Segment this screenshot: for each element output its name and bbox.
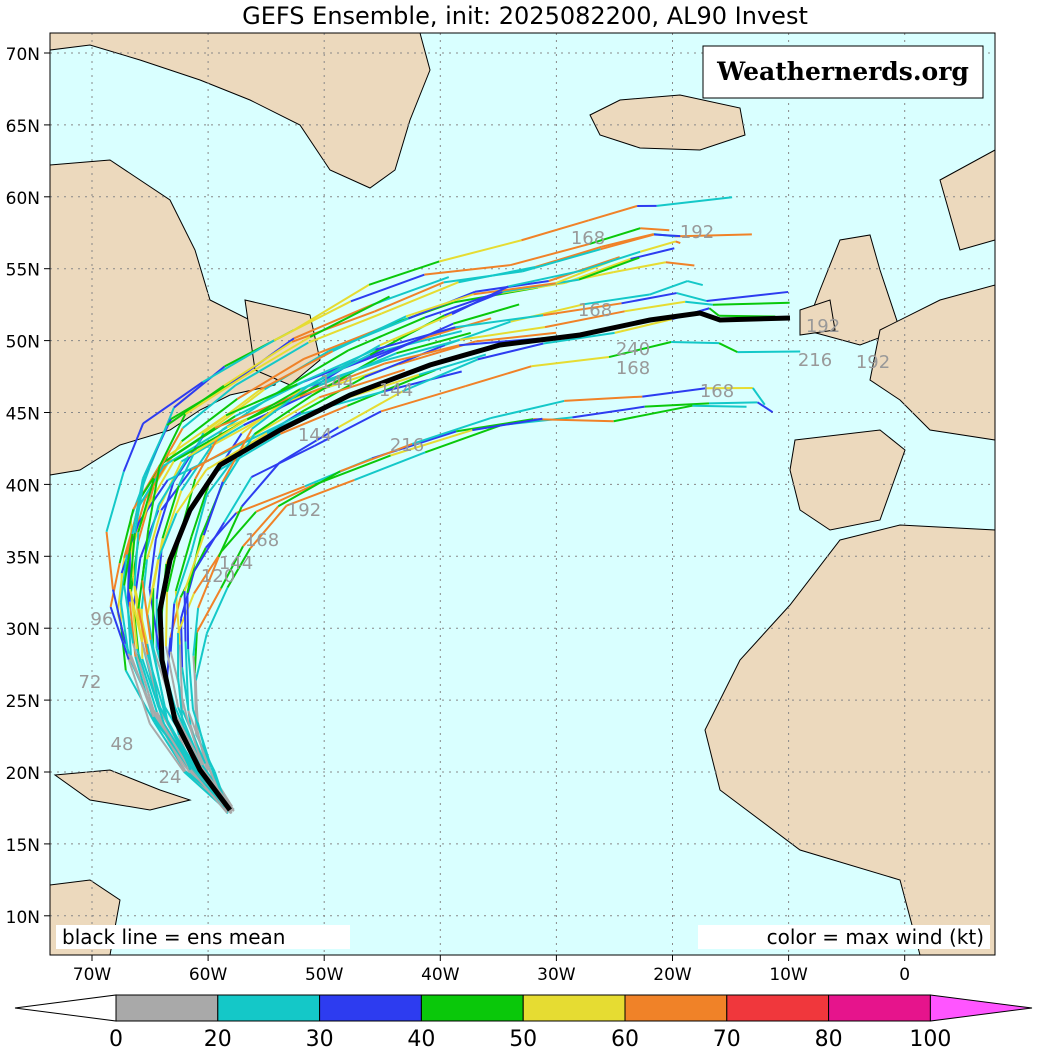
colorbar-label: 60 (611, 1027, 639, 1051)
colorbar-label: 50 (509, 1027, 537, 1051)
lon-label: 30W (537, 965, 576, 985)
colorbar-label: 80 (815, 1027, 843, 1051)
track-label: 168 (571, 228, 605, 249)
colorbar-label: 20 (204, 1027, 232, 1051)
lat-label: 40N (6, 476, 40, 496)
track-label: 192 (856, 352, 890, 373)
track-label: 192 (806, 316, 840, 337)
track-label: 24 (159, 767, 182, 788)
member-track (737, 352, 800, 353)
lat-label: 25N (6, 692, 40, 712)
title: GEFS Ensemble, init: 2025082200, AL90 In… (242, 2, 808, 30)
lat-label: 50N (6, 333, 40, 353)
track-label: 240 (616, 339, 650, 360)
track-label: 192 (287, 500, 321, 521)
track-label: 168 (616, 358, 650, 379)
track-label: 144 (320, 372, 354, 393)
lat-label: 30N (6, 620, 40, 640)
track-label: 96 (91, 609, 114, 630)
colorbar-label: 30 (306, 1027, 334, 1051)
lon-label: 20W (653, 965, 692, 985)
member-track (187, 593, 188, 649)
track-label: 168 (245, 530, 279, 551)
member-track (692, 406, 746, 407)
lat-label: 65N (6, 117, 40, 137)
lat-label: 15N (6, 836, 40, 856)
track-label: 192 (680, 222, 714, 243)
lat-label: 10N (6, 908, 40, 928)
member-track (709, 402, 758, 403)
watermark: Weathernerds.org (716, 57, 969, 86)
colorbar-label: 70 (713, 1027, 741, 1051)
track-label: 168 (578, 300, 612, 321)
colorbar-cell (930, 995, 1032, 1021)
colorbar-cell (829, 995, 931, 1021)
note-right: color = max wind (kt) (767, 925, 984, 949)
colorbar-cell (320, 995, 422, 1021)
colorbar-label: 100 (909, 1027, 951, 1051)
colorbar-label: 0 (109, 1027, 123, 1051)
track-label: 48 (111, 734, 134, 755)
lon-label: 60W (189, 965, 228, 985)
member-track (671, 342, 719, 343)
colorbar-cell (15, 995, 116, 1021)
lon-label: 10W (769, 965, 808, 985)
lon-label: 40W (421, 965, 460, 985)
member-track (166, 592, 167, 646)
lat-label: 20N (6, 764, 40, 784)
colorbar: 0 20 30 40 50 60 70 80 100 (15, 995, 1032, 1051)
lat-label: 45N (6, 405, 40, 425)
track-label: 144 (298, 425, 332, 446)
lat-label: 70N (6, 45, 40, 65)
colorbar-cell (116, 995, 218, 1021)
lat-label: 35N (6, 548, 40, 568)
track-label: 120 (201, 566, 235, 587)
colorbar-cell (625, 995, 727, 1021)
note-left: black line = ens mean (62, 925, 286, 949)
track-label: 168 (700, 381, 734, 402)
lon-label: 0 (899, 965, 910, 985)
lat-label: 60N (6, 189, 40, 209)
lon-label: 70W (73, 965, 112, 985)
colorbar-cell (523, 995, 625, 1021)
colorbar-cell (218, 995, 320, 1021)
colorbar-cell (421, 995, 523, 1021)
member-track (185, 591, 186, 641)
track-label: 72 (79, 672, 102, 693)
track-label: 144 (379, 380, 413, 401)
lat-label: 55N (6, 261, 40, 281)
track-label: 216 (390, 435, 424, 456)
colorbar-cell (727, 995, 829, 1021)
lon-label: 50W (305, 965, 344, 985)
colorbar-label: 40 (407, 1027, 435, 1051)
track-label: 216 (798, 350, 832, 371)
